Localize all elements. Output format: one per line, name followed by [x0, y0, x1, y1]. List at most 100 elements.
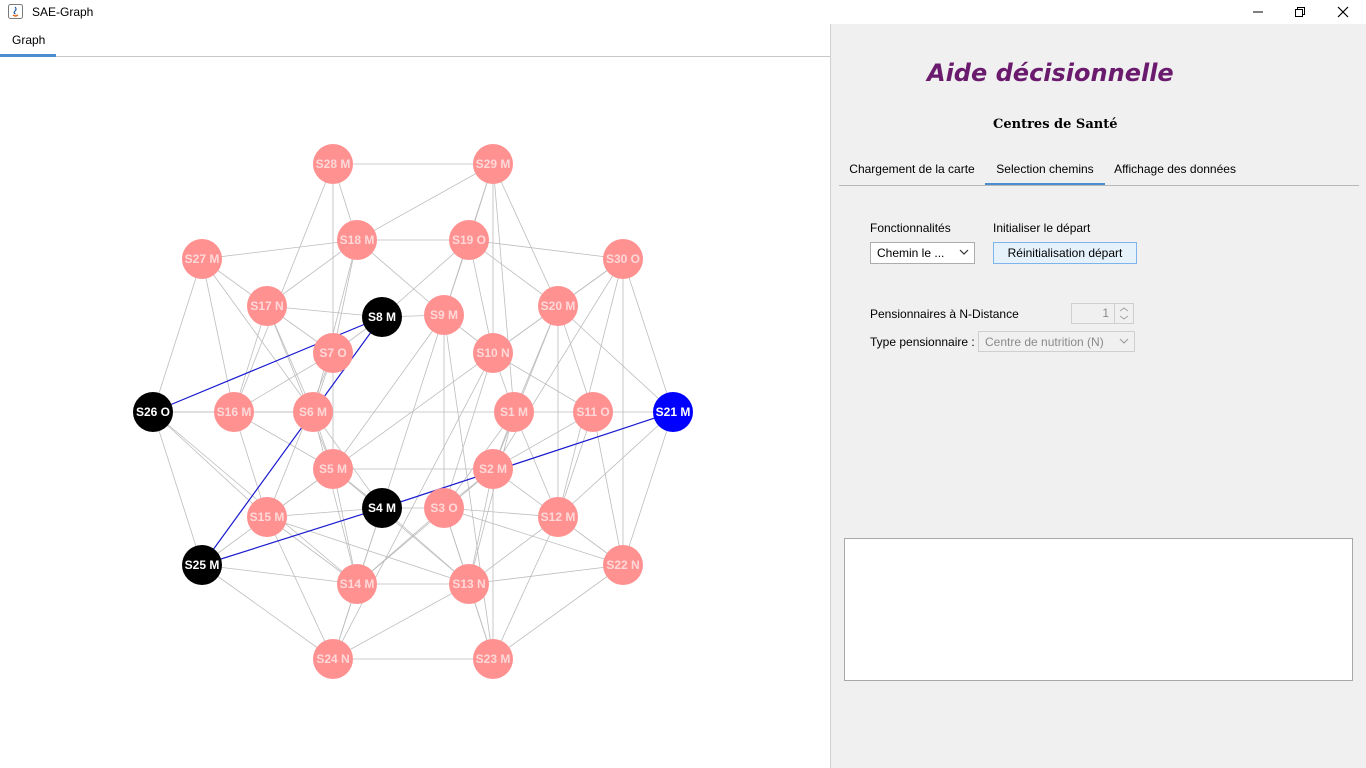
node-label: S29 M	[476, 157, 511, 171]
results-text-area[interactable]	[844, 538, 1353, 681]
node-s10[interactable]: S10 N	[473, 333, 513, 373]
node-circle[interactable]	[473, 333, 513, 373]
node-circle[interactable]	[362, 488, 402, 528]
n-distance-spinner[interactable]: 1	[1071, 303, 1134, 324]
node-circle[interactable]	[182, 545, 222, 585]
node-s11[interactable]: S11 O	[573, 392, 613, 432]
node-s14[interactable]: S14 M	[337, 564, 377, 604]
node-label: S25 M	[185, 558, 220, 572]
node-circle[interactable]	[424, 295, 464, 335]
node-circle[interactable]	[293, 392, 333, 432]
node-s19[interactable]: S19 O	[449, 220, 489, 260]
node-circle[interactable]	[313, 144, 353, 184]
node-circle[interactable]	[653, 392, 693, 432]
node-s30[interactable]: S30 O	[603, 239, 643, 279]
edge-S11-S22	[592, 411, 624, 566]
node-circle[interactable]	[538, 286, 578, 326]
edge-S26-S15	[152, 411, 268, 518]
edge-S17-S5	[266, 305, 334, 470]
edge-S29-S1	[492, 163, 515, 413]
restore-button[interactable]	[1277, 0, 1323, 24]
node-circle[interactable]	[133, 392, 173, 432]
node-s27[interactable]: S27 M	[182, 239, 222, 279]
node-s5[interactable]: S5 M	[313, 449, 353, 489]
type-pensionnaire-select[interactable]: Centre de nutrition (N)	[978, 331, 1135, 352]
node-circle[interactable]	[538, 497, 578, 537]
node-circle[interactable]	[603, 239, 643, 279]
node-label: S28 M	[316, 157, 351, 171]
node-s3[interactable]: S3 O	[424, 488, 464, 528]
graph-tab-bar: Graph	[0, 24, 830, 57]
node-s6[interactable]: S6 M	[293, 392, 333, 432]
edge-S22-S23	[492, 564, 624, 660]
tab-chargement-carte[interactable]: Chargement de la carte	[849, 162, 975, 176]
node-label: S3 O	[430, 501, 457, 515]
node-s8[interactable]: S8 M	[362, 297, 402, 337]
node-s21[interactable]: S21 M	[653, 392, 693, 432]
node-s12[interactable]: S12 M	[538, 497, 578, 537]
node-s23[interactable]: S23 M	[473, 639, 513, 679]
node-circle[interactable]	[473, 144, 513, 184]
node-circle[interactable]	[449, 220, 489, 260]
path-edge-S26-S8	[152, 316, 383, 413]
node-circle[interactable]	[313, 639, 353, 679]
node-label: S27 M	[185, 252, 220, 266]
node-s7[interactable]: S7 O	[313, 333, 353, 373]
node-s1[interactable]: S1 M	[494, 392, 534, 432]
panel-subtitle: Centres de Santé	[993, 117, 1118, 132]
node-s26[interactable]: S26 O	[133, 392, 173, 432]
edge-S15-S24	[266, 516, 334, 660]
node-circle[interactable]	[424, 488, 464, 528]
node-s18[interactable]: S18 M	[337, 220, 377, 260]
node-circle[interactable]	[313, 333, 353, 373]
node-circle[interactable]	[247, 497, 287, 537]
fonctionnalites-select[interactable]: Chemin le ...	[870, 242, 975, 264]
node-label: S10 N	[476, 346, 509, 360]
tab-graph[interactable]: Graph	[0, 24, 56, 57]
node-circle[interactable]	[247, 286, 287, 326]
node-s2[interactable]: S2 M	[473, 449, 513, 489]
node-s4[interactable]: S4 M	[362, 488, 402, 528]
node-label: S13 N	[452, 577, 485, 591]
edge-S28-S16	[233, 163, 334, 413]
node-circle[interactable]	[182, 239, 222, 279]
node-circle[interactable]	[603, 545, 643, 585]
edge-S9-S5	[332, 314, 445, 470]
path-edges-layer	[152, 316, 674, 566]
node-s13[interactable]: S13 N	[449, 564, 489, 604]
node-s24[interactable]: S24 N	[313, 639, 353, 679]
tab-affichage-donnees[interactable]: Affichage des données	[1114, 162, 1236, 176]
tab-selection-chemins[interactable]: Selection chemins	[985, 154, 1105, 185]
minimize-button[interactable]	[1235, 0, 1281, 24]
edge-S7-S15	[266, 352, 334, 518]
node-circle[interactable]	[362, 297, 402, 337]
node-circle[interactable]	[494, 392, 534, 432]
node-s20[interactable]: S20 M	[538, 286, 578, 326]
node-s25[interactable]: S25 M	[182, 545, 222, 585]
node-circle[interactable]	[473, 449, 513, 489]
node-circle[interactable]	[573, 392, 613, 432]
edge-S21-S30	[622, 258, 674, 413]
node-s28[interactable]: S28 M	[313, 144, 353, 184]
edge-S18-S6	[312, 239, 358, 413]
node-s29[interactable]: S29 M	[473, 144, 513, 184]
reinitialisation-depart-button[interactable]: Réinitialisation départ	[993, 242, 1137, 264]
node-circle[interactable]	[473, 639, 513, 679]
node-circle[interactable]	[313, 449, 353, 489]
node-circle[interactable]	[337, 564, 377, 604]
node-circle[interactable]	[214, 392, 254, 432]
node-s15[interactable]: S15 M	[247, 497, 287, 537]
edge-S3-S22	[443, 507, 624, 566]
spinner-arrows[interactable]	[1114, 304, 1133, 323]
graph-canvas[interactable]: S1 M S2 M S3 O S4 M S5 M S6 M S7 O S8 M S9 M S10 …	[0, 24, 830, 768]
node-s9[interactable]: S9 M	[424, 295, 464, 335]
edge-S26-S14	[152, 411, 358, 585]
node-circle[interactable]	[449, 564, 489, 604]
close-button[interactable]	[1320, 0, 1366, 24]
node-s17[interactable]: S17 N	[247, 286, 287, 326]
node-s16[interactable]: S16 M	[214, 392, 254, 432]
node-circle[interactable]	[337, 220, 377, 260]
node-label: S12 M	[541, 510, 576, 524]
node-s22[interactable]: S22 N	[603, 545, 643, 585]
node-label: S5 M	[319, 462, 347, 476]
